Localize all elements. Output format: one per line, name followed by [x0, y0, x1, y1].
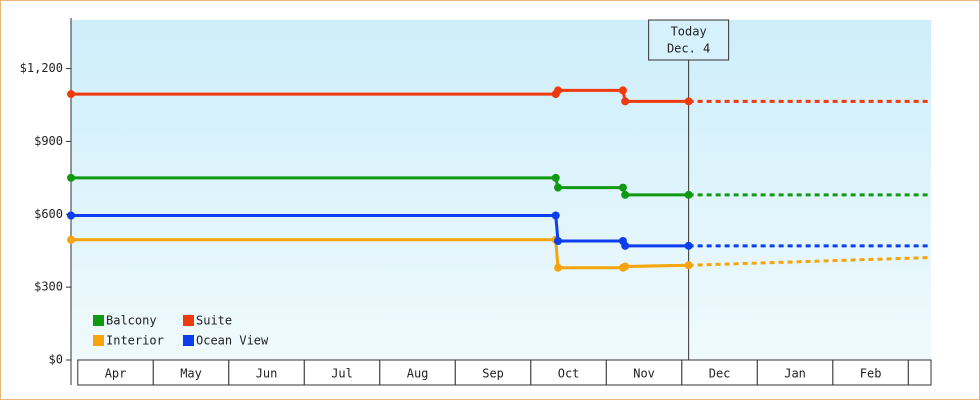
point [67, 173, 75, 182]
y-tick-label: $0 [49, 353, 63, 367]
legend-swatch [183, 335, 194, 346]
legend-label: Balcony [106, 314, 157, 328]
month-cell [605, 359, 683, 386]
legend-label: Interior [106, 334, 164, 348]
point [621, 262, 630, 271]
series-line [71, 214, 689, 248]
x-tick-label: Nov [633, 367, 655, 381]
month-cell [907, 359, 932, 386]
point [621, 241, 630, 250]
point [554, 86, 563, 95]
month-cell [303, 359, 381, 386]
month-cell [152, 359, 230, 386]
point [684, 190, 693, 199]
forecast-line [688, 256, 932, 267]
legend-swatch [93, 335, 104, 346]
point [67, 211, 75, 220]
point [621, 97, 630, 106]
series-line [71, 88, 689, 103]
x-tick-label: Oct [558, 367, 580, 381]
point [551, 211, 560, 220]
legend-swatch [183, 315, 194, 326]
x-tick-label: Aug [407, 367, 429, 381]
month-cell [756, 359, 834, 386]
point [554, 183, 563, 192]
point [684, 241, 693, 250]
plot-area [71, 20, 931, 360]
x-tick-label: Apr [105, 367, 127, 381]
x-tick-label: Jun [256, 367, 278, 381]
point [554, 237, 563, 245]
legend-label: Ocean View [196, 334, 269, 348]
y-tick-label: $600 [34, 207, 63, 221]
month-cell [454, 359, 532, 386]
x-tick-label: Feb [860, 367, 882, 381]
today-label: Today [671, 25, 707, 39]
point [67, 235, 75, 244]
x-tick-label: May [180, 367, 202, 381]
point [554, 263, 563, 272]
y-tick-label: $1,200 [20, 61, 63, 75]
legend-swatch [93, 315, 104, 326]
legend-label: Suite [196, 314, 232, 328]
x-tick-label: Dec [709, 367, 731, 381]
x-tick-label: Jan [784, 367, 806, 381]
y-tick-label: $300 [34, 280, 63, 294]
point [618, 183, 627, 192]
x-tick-label: Jul [331, 367, 353, 381]
y-tick-label: $900 [34, 134, 63, 148]
x-tick-label: Sep [482, 367, 504, 381]
point [618, 86, 627, 95]
point [67, 90, 75, 99]
point [684, 261, 693, 270]
today-box [648, 19, 730, 61]
today-label: Dec. 4 [667, 42, 710, 56]
point [684, 97, 693, 106]
point [551, 173, 560, 182]
point [621, 190, 630, 199]
series-line [71, 176, 689, 197]
series-line [71, 238, 689, 270]
